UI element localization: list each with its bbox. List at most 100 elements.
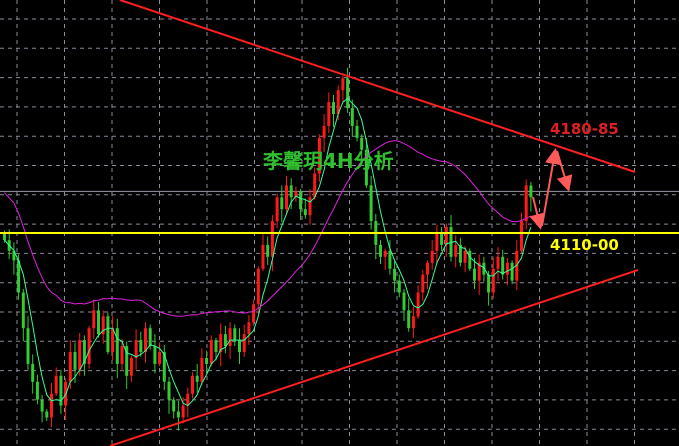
candle-body <box>101 316 105 335</box>
candle-body <box>148 328 152 347</box>
candle-body <box>223 334 227 347</box>
candle-body <box>186 393 190 406</box>
candle-body <box>256 268 260 305</box>
candle-body <box>355 125 359 138</box>
candle-body <box>468 250 472 269</box>
candle-body <box>153 346 157 364</box>
candle-body <box>228 328 232 347</box>
candle-body <box>491 268 495 293</box>
candle-body <box>379 244 382 257</box>
candle-body <box>139 340 143 352</box>
candle-body <box>360 137 364 150</box>
candle-body <box>106 316 110 352</box>
candle-body <box>26 328 30 364</box>
candle-body <box>242 334 246 352</box>
candle-body <box>275 197 279 222</box>
candle-body <box>341 78 345 91</box>
candle-body <box>134 340 138 358</box>
candle-body <box>73 352 77 370</box>
candle-body <box>313 173 317 198</box>
candle-body <box>238 340 241 352</box>
candle-body <box>482 262 486 275</box>
candle-body <box>167 381 171 400</box>
candle-body <box>195 375 199 382</box>
candle-body <box>505 262 509 275</box>
candle-body <box>407 310 411 329</box>
candle-body <box>346 78 350 109</box>
candle-body <box>477 262 481 281</box>
candle-body <box>383 250 387 257</box>
candle-body <box>219 334 223 352</box>
candle-body <box>496 256 500 269</box>
projection-arrow <box>556 150 573 192</box>
candle-body <box>393 268 397 281</box>
candle-body <box>82 340 86 364</box>
candle-body <box>294 191 298 198</box>
candle-body <box>172 399 176 412</box>
candle-body <box>303 209 307 216</box>
candle-body <box>501 256 505 275</box>
candle-body <box>40 399 44 412</box>
candle-body <box>181 405 185 418</box>
candle-body <box>322 125 326 138</box>
candle-body <box>308 197 312 216</box>
candle-body <box>17 260 21 293</box>
candle-body <box>416 292 420 317</box>
candle-body <box>270 221 274 257</box>
candle-body <box>45 411 49 418</box>
candle-body <box>397 280 401 293</box>
candle-body <box>280 197 284 210</box>
candle-body <box>261 244 265 269</box>
support-label: 4110-00 <box>550 236 619 254</box>
candle-body <box>524 185 528 222</box>
candle-body <box>158 352 162 364</box>
candle-body <box>129 357 133 376</box>
candle-body <box>458 244 462 263</box>
candle-body <box>449 227 453 257</box>
candle-body <box>209 340 213 364</box>
candle-body <box>252 304 256 323</box>
resistance-label: 4180-85 <box>550 120 619 138</box>
candle-body <box>336 90 340 114</box>
candle-body <box>12 250 16 261</box>
candle-body <box>205 357 209 364</box>
candle-body <box>430 250 434 263</box>
candle-body <box>529 185 533 198</box>
projection-arrow <box>541 148 561 227</box>
candle-body <box>144 328 147 352</box>
candle-body <box>266 244 270 257</box>
moving-average-30 <box>4 140 532 317</box>
candle-body <box>426 262 429 275</box>
lower-trendline <box>109 269 639 446</box>
candle-body <box>463 250 467 263</box>
candle-body <box>35 381 39 400</box>
projection-arrow <box>529 196 545 230</box>
candle-body <box>364 149 368 186</box>
moving-average-5 <box>4 97 532 407</box>
chart-title: 李馨玥4H分析 <box>263 149 394 173</box>
candle-body <box>487 274 491 293</box>
candle-body <box>125 346 129 376</box>
candle-body <box>289 185 293 198</box>
candle-body <box>162 352 166 382</box>
candle-body <box>97 310 100 335</box>
candle-body <box>369 185 373 222</box>
candle-body <box>120 346 124 364</box>
candle-body <box>402 292 406 311</box>
candle-body <box>317 137 321 174</box>
candle-body <box>87 328 91 364</box>
candle-body <box>78 340 82 370</box>
candle-body <box>233 328 237 341</box>
candle-body <box>454 244 458 257</box>
upper-trendline <box>119 0 636 173</box>
candle-body <box>21 292 25 329</box>
candle-body <box>444 227 448 245</box>
candle-body <box>54 375 58 394</box>
candle-body <box>510 262 514 281</box>
candle-body <box>285 185 288 210</box>
candle-body <box>200 357 204 382</box>
candle-body <box>332 102 335 114</box>
candle-body <box>191 375 194 394</box>
candle-body <box>31 363 35 382</box>
